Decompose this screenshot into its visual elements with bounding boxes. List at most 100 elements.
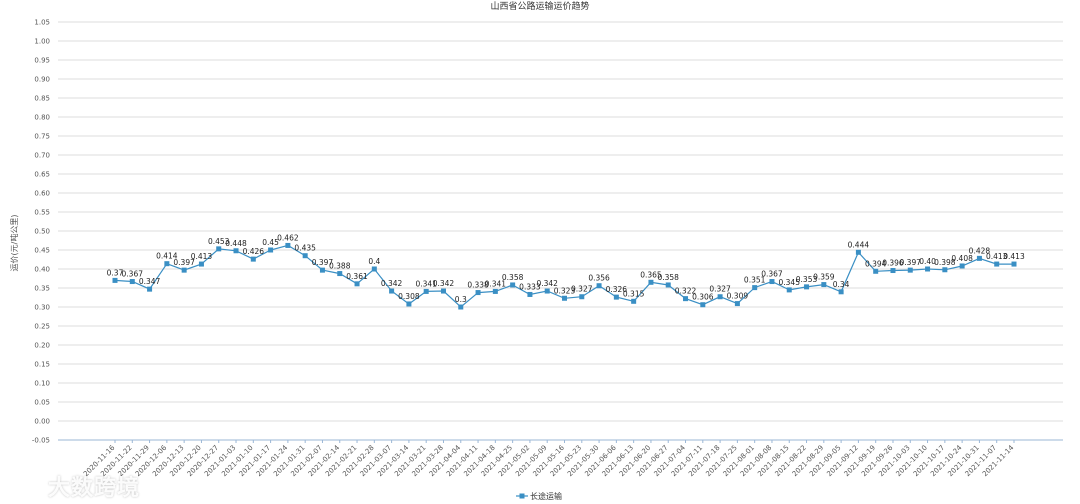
legend-marker: [519, 493, 525, 499]
y-tick-label: 0.65: [34, 171, 50, 179]
data-point: [129, 279, 135, 285]
data-label: 0.322: [675, 287, 697, 296]
y-axis-label: 运价(元/吨公里): [9, 215, 19, 272]
y-tick-label: 0.15: [34, 361, 50, 369]
data-label: 0.333: [519, 282, 541, 291]
data-label: 0.388: [329, 262, 351, 271]
data-point: [285, 242, 291, 248]
watermark-text: 大数跨境: [48, 476, 141, 501]
data-label: 0.345: [779, 278, 801, 287]
data-point: [596, 283, 602, 289]
y-tick-label: 1.00: [34, 38, 50, 46]
data-label: 0.37: [107, 268, 124, 277]
data-point: [890, 268, 896, 274]
data-point: [734, 301, 740, 307]
data-point: [250, 256, 256, 262]
data-point: [406, 301, 412, 307]
data-label: 0.351: [744, 276, 766, 285]
data-label: 0.315: [623, 289, 645, 298]
data-label: 0.45: [262, 238, 279, 247]
series-line-group: [112, 242, 1017, 310]
data-label: 0.34: [833, 280, 850, 289]
data-label: 0.365: [640, 270, 662, 279]
data-label: 0.341: [485, 279, 507, 288]
data-label: 0.397: [900, 258, 922, 267]
y-tick-label: 0.20: [34, 342, 50, 350]
data-label: 0.367: [761, 270, 783, 279]
data-label: 0.323: [554, 286, 576, 295]
data-point: [683, 296, 689, 302]
data-point: [769, 279, 775, 285]
y-tick-label: -0.05: [32, 437, 50, 445]
data-point: [544, 288, 550, 294]
data-point: [994, 261, 1000, 267]
data-point: [510, 282, 516, 288]
data-point: [976, 255, 982, 261]
data-label: 0.356: [588, 274, 610, 283]
data-label: 0.306: [692, 293, 714, 302]
data-label: 0.444: [848, 240, 870, 249]
data-point: [925, 266, 931, 272]
data-point: [804, 284, 810, 290]
y-tick-label: 0.75: [34, 133, 50, 141]
chart-title: 山西省公路运输运价趋势: [490, 0, 589, 12]
data-label: 0.342: [381, 279, 403, 288]
legend: 长途运输: [516, 491, 562, 501]
data-label: 0.338: [467, 281, 489, 290]
data-point: [821, 282, 827, 288]
data-label: 0.353: [796, 275, 818, 284]
y-tick-label: 0.40: [34, 266, 50, 274]
y-tick-label: 0.55: [34, 209, 50, 217]
data-label: 0.398: [934, 258, 956, 267]
data-label: 0.358: [502, 273, 524, 282]
data-point: [648, 279, 654, 285]
data-point: [717, 294, 723, 300]
data-label: 0.397: [312, 258, 334, 267]
y-tick-label: 0.50: [34, 228, 50, 236]
y-tick-label: 0.05: [34, 399, 50, 407]
data-label: 0.367: [122, 270, 144, 279]
legend-label: 长途运输: [530, 491, 562, 501]
data-point: [354, 281, 360, 287]
data-label: 0.435: [294, 244, 316, 253]
watermark: 大数跨境: [8, 468, 158, 501]
data-label: 0.408: [951, 254, 973, 263]
data-label: 0.327: [571, 285, 593, 294]
data-point: [458, 304, 464, 310]
data-label: 0.462: [277, 233, 299, 242]
y-tick-label: 0.70: [34, 152, 50, 160]
data-point: [752, 285, 758, 291]
data-label: 0.413: [1003, 252, 1025, 261]
y-tick-label: 0.80: [34, 114, 50, 122]
data-point: [198, 261, 204, 267]
data-label: 0.4: [368, 257, 380, 266]
data-label: 0.428: [969, 246, 991, 255]
data-point: [700, 302, 706, 308]
data-label: 0.453: [208, 237, 230, 246]
watermark-logo-icon: [8, 474, 44, 492]
y-tick-label: 0.45: [34, 247, 50, 255]
data-point: [302, 253, 308, 259]
data-label: 0.341: [415, 279, 437, 288]
data-label: 0.396: [882, 259, 904, 268]
data-label: 0.358: [657, 273, 679, 282]
data-point: [959, 263, 965, 269]
y-tick-label: 1.05: [34, 19, 50, 27]
data-point: [527, 291, 533, 297]
y-tick-label: 0.35: [34, 285, 50, 293]
data-label: 0.40: [919, 257, 936, 266]
data-point: [873, 268, 879, 274]
data-point: [319, 267, 325, 273]
data-label: 0.426: [243, 247, 265, 256]
data-label: 0.413: [191, 252, 213, 261]
data-label: 0.327: [709, 285, 731, 294]
data-point: [613, 294, 619, 300]
data-label: 0.347: [139, 277, 161, 286]
data-point: [440, 288, 446, 294]
data-label: 0.308: [398, 292, 420, 301]
y-tick-label: 0.85: [34, 95, 50, 103]
x-tick-labels: 2020-11-162020-11-222020-11-292020-12-06…: [82, 440, 1016, 478]
data-label: 0.413: [986, 252, 1008, 261]
y-tick-label: 0.95: [34, 57, 50, 65]
grid-lines: [58, 21, 1063, 441]
